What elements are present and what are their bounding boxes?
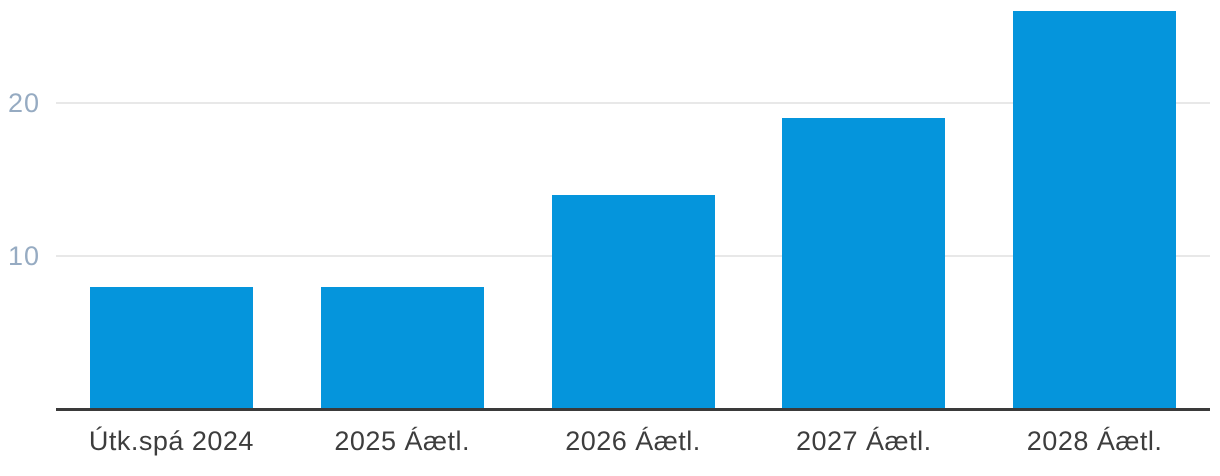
x-axis-category-label: Útk.spá 2024 [88,425,254,456]
gridline [56,101,1210,104]
x-axis-category-label: 2025 Áætl. [334,425,470,456]
y-axis-tick-label: 20 [8,87,41,118]
plot-area [56,0,1210,409]
x-axis-category-label: 2026 Áætl. [565,425,701,456]
bar-2027 Áætl.[interactable] [782,118,945,409]
x-axis-category-label: 2028 Áætl. [1026,425,1163,456]
bar-2025 Áætl.[interactable] [321,287,484,409]
x-axis-labels: Útk.spá 2024 2025 Áætl. 2026 Áætl. 2027 Áæt… [56,418,1210,464]
y-axis-tick-label: 10 [8,240,41,271]
bar-Útk.spá 2024[interactable] [90,287,253,409]
x-axis-category-label: 2027 Áætl. [795,425,932,456]
bar-2028 Áætl.[interactable] [1013,11,1176,409]
bar-2026 Áætl.[interactable] [552,195,715,409]
x-axis-line [56,408,1210,411]
